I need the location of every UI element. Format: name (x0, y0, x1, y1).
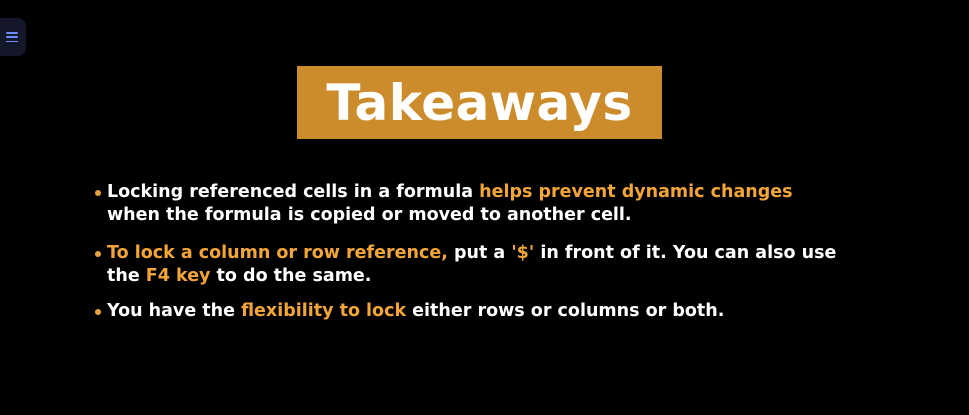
bullet-highlight: flexibility to lock (241, 301, 407, 321)
bullet-text: Locking referenced cells in a formula (107, 182, 480, 202)
bullet-highlight: '$' (511, 243, 535, 263)
bullet-highlight: To lock a column or row reference, (107, 243, 448, 263)
title-box: Takeaways (297, 66, 662, 139)
bullet-text: You have the (107, 301, 242, 321)
slide-title: Takeaways (326, 73, 633, 132)
bullet-dot-icon (95, 309, 101, 315)
bullet-text: when the formula is copied or moved to a… (107, 205, 632, 225)
menu-button[interactable] (0, 18, 26, 56)
bullet-dot-icon (95, 190, 101, 196)
bullet-text: in front of it. You can also use the (107, 243, 837, 286)
bullet-highlight: F4 key (145, 266, 211, 286)
hamburger-menu-icon (6, 32, 18, 42)
bullet-text: put a (447, 243, 512, 263)
bullet-item: Locking referenced cells in a formula he… (95, 181, 847, 227)
bullet-highlight: helps prevent dynamic changes (479, 182, 793, 202)
bullet-item: To lock a column or row reference, put a… (95, 242, 847, 288)
bullet-dot-icon (95, 251, 101, 257)
bullet-text: either rows or columns or both. (406, 301, 725, 321)
bullet-item: You have the flexibility to lock either … (95, 300, 847, 323)
bullet-text: to do the same. (210, 266, 372, 286)
